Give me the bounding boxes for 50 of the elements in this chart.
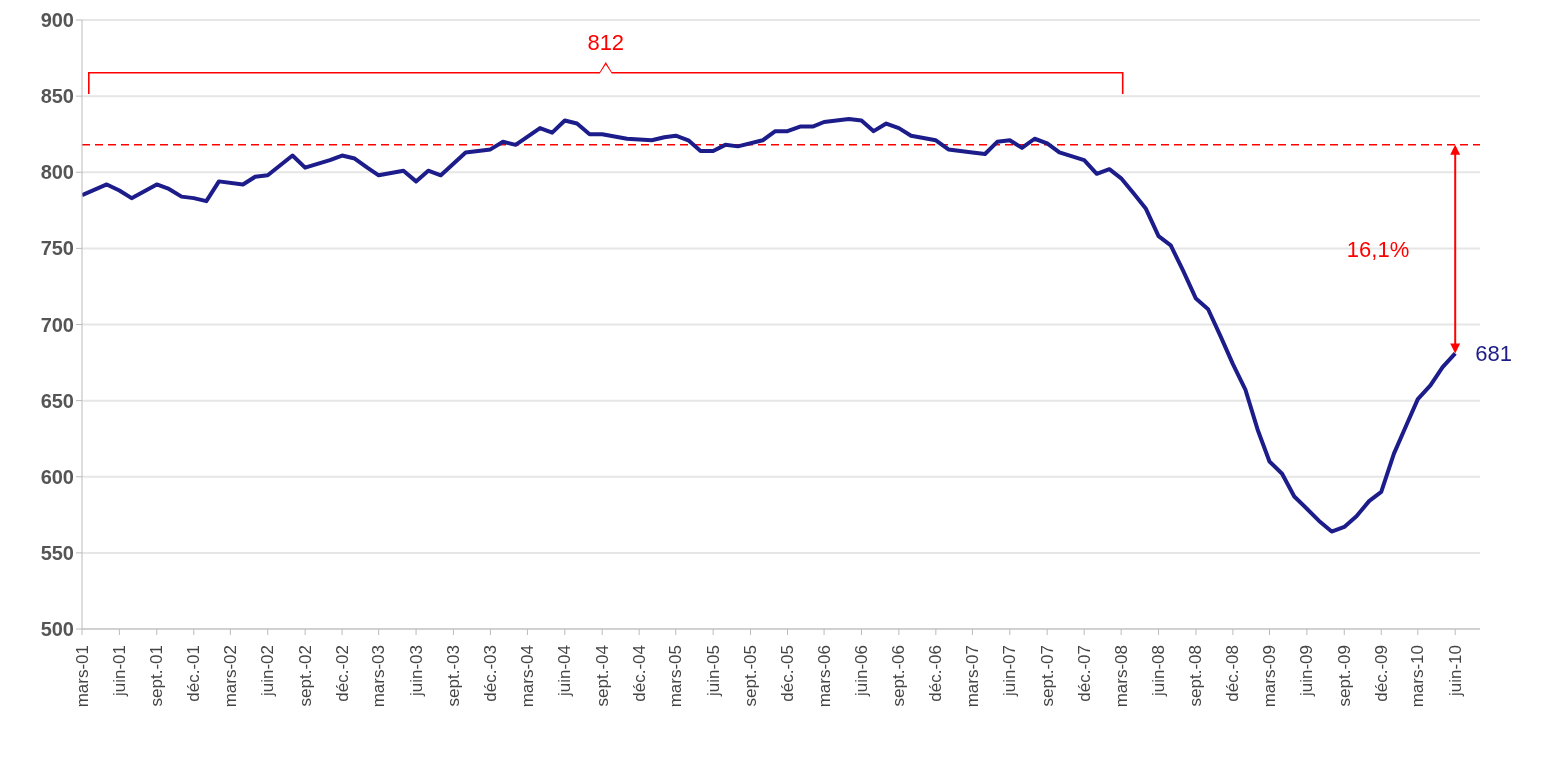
x-tick-label: sept.-06 [889,645,909,707]
x-tick-label: mars-05 [666,645,686,708]
y-tick-label: 800 [40,161,74,184]
x-tick-label: sept.-09 [1334,645,1354,707]
y-tick-label: 900 [40,9,74,32]
x-tick-label: déc.-08 [1223,645,1243,702]
x-tick-label: mars-09 [1259,645,1279,708]
x-tick-label: sept.-07 [1037,645,1057,707]
y-tick-label: 650 [40,389,74,412]
annotation: 16,1% [1346,236,1410,262]
x-tick-label: déc.-01 [184,645,204,702]
x-tick-label: déc.-03 [480,645,500,702]
x-tick-label: sept.-02 [295,645,315,707]
x-tick-label: sept.-03 [443,645,463,707]
x-tick-label: juin-01 [109,645,129,698]
y-tick-label: 600 [40,465,74,488]
x-tick-label: sept.-04 [592,645,612,707]
x-tick-label: mars-01 [72,645,92,708]
x-tick-label: déc.-07 [1074,645,1094,702]
annotation: 812 [587,30,625,55]
x-tick-label: déc.-04 [629,645,649,702]
x-tick-label: mars-08 [1111,645,1131,708]
x-tick-label: juin-04 [555,645,575,698]
x-tick-label: sept.-08 [1186,645,1206,707]
x-tick-label: sept.-01 [147,645,167,707]
x-tick-label: juin-07 [1000,645,1020,698]
x-tick-label: déc.-05 [778,645,797,702]
x-tick-label: mars-07 [962,645,982,708]
x-tick-label: juin-06 [851,645,871,698]
x-tick-label: déc.-06 [926,645,946,702]
x-tick-label: mars-02 [220,645,240,708]
x-tick-label: déc.-09 [1371,645,1391,702]
x-tick-label: juin-09 [1297,645,1317,698]
x-tick-label: sept.-05 [741,645,761,707]
y-tick-label: 550 [40,541,74,564]
x-tick-label: mars-10 [1408,645,1428,708]
x-tick-label: juin-05 [703,645,723,698]
y-tick-label: 500 [40,618,74,641]
y-tick-label: 750 [40,237,74,260]
x-tick-label: mars-03 [369,645,389,708]
annotation: 681 [1475,340,1512,366]
x-tick-label: juin-10 [1445,645,1465,698]
x-tick-label: mars-04 [517,645,537,708]
x-tick-label: juin-08 [1149,645,1169,698]
y-tick-label: 700 [40,313,74,336]
x-tick-label: juin-02 [258,645,278,698]
x-tick-label: juin-03 [406,645,426,698]
x-tick-label: déc.-02 [332,645,352,702]
y-tick-label: 850 [40,85,74,108]
x-tick-label: mars-06 [814,645,834,708]
